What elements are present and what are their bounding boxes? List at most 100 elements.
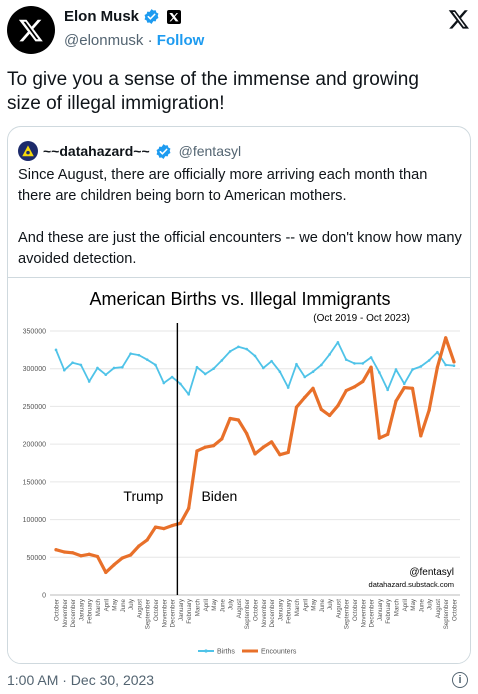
encounters-point [253,452,257,456]
births-point [237,345,240,349]
watermark-site: datahazard.substack.com [369,580,454,589]
encounters-point [311,386,315,390]
encounters-point [211,444,216,448]
births-point [402,382,406,386]
quoted-avatar[interactable] [18,141,38,161]
annotation-trump: Trump [123,488,163,504]
x-tick-label: October [54,599,61,621]
follow-button[interactable]: Follow [156,32,205,49]
quoted-paragraph-1: Since August, there are officially more … [18,167,428,204]
encounters-point [427,408,431,412]
encounters-point [170,524,174,528]
x-tick-label: June [418,598,425,612]
births-point [129,352,132,355]
x-tick-label: March [393,598,400,616]
births-point [112,366,116,370]
encounters-point [236,418,241,422]
encounters-point [386,432,390,436]
encounters-point [79,554,83,558]
x-tick-label: November [360,599,367,628]
encounters-point [153,525,158,529]
births-point [378,371,381,374]
births-point [344,358,348,361]
encounters-point [112,563,116,567]
encounters-point [269,440,274,444]
encounters-point [294,405,299,409]
x-tick-label: March [95,598,102,616]
encounters-point [452,360,456,364]
quoted-paragraph-2: And these are just the official encounte… [18,230,462,267]
x-tick-label: January [78,598,85,621]
x-tick-label: April [203,599,210,611]
x-tick-label: August [335,599,342,619]
x-tick-label: January [377,598,384,621]
chart-image[interactable]: American Births vs. Illegal Immigrants (O… [8,277,470,663]
births-point [228,350,232,353]
encounters-point [70,551,75,555]
quoted-author-name[interactable]: ~~datahazard~~ [43,143,150,159]
births-point [137,353,141,357]
chart-title: American Births vs. Illegal Immigrants [89,289,390,309]
births-point [71,361,74,364]
births-point [121,365,124,369]
x-tick-label: August [236,599,243,619]
y-tick-label: 100000 [23,517,46,524]
encounters-point [402,385,406,390]
legend-marker-births [204,649,208,653]
encounters-point [352,385,357,389]
x-tick-label: July [327,598,334,610]
births-point [145,358,149,361]
encounters-point [278,453,282,457]
births-point [87,380,91,383]
x-tick-label: January [178,598,185,621]
x-tick-label: September [344,599,351,629]
tweet-timestamp[interactable]: 1:00 AM · Dec 30, 2023 [7,672,155,688]
x-tick-label: September [244,599,251,629]
author-name[interactable]: Elon Musk [64,8,140,25]
encounters-point [328,413,332,418]
x-tick-label: December [170,599,177,628]
x-tick-label: October [452,599,459,621]
info-icon[interactable]: i [452,672,468,688]
x-tick-label: April [103,599,110,611]
encounters-point [54,548,58,552]
encounters-point [87,552,91,556]
encounters-point [145,538,149,542]
births-point [96,366,99,370]
y-tick-label: 0 [42,593,46,600]
births-point [270,359,273,363]
x-tick-label: May [311,598,318,611]
tweet-header: Elon Musk @elonmusk · Follow [0,0,478,62]
x-tick-label: July [427,598,434,610]
encounters-point [261,445,265,449]
encounters-point [178,521,182,525]
x-tick-label: August [136,599,143,619]
births-point [361,362,365,365]
births-point [170,375,174,379]
quoted-author-handle[interactable]: @fentasyl [178,143,242,159]
encounters-point [435,365,440,369]
y-tick-label: 200000 [23,442,46,449]
births-point [212,367,215,371]
x-tick-label: February [286,598,293,624]
encounters-point [286,450,290,455]
births-point [320,363,323,367]
x-tick-label: May [112,598,119,611]
births-point [79,363,83,367]
watermark-handle: @fentasyl [409,567,454,578]
x-tick-label: July [128,598,135,610]
encounters-point [377,436,381,440]
author-handle[interactable]: @elonmusk [64,32,144,49]
births-point [104,373,108,377]
births-point [286,386,290,389]
encounters-point [303,395,307,399]
avatar[interactable] [7,6,55,54]
x-brand-icon[interactable] [448,8,470,30]
births-point [295,362,298,366]
births-point [419,365,423,368]
births-point [278,370,282,374]
quoted-tweet[interactable]: ~~datahazard~~ @fentasyl Since August, t… [7,126,471,664]
quoted-text: Since August, there are officially more … [18,165,463,270]
legend-label-encounters: Encounters [261,649,297,656]
births-point [303,375,307,379]
